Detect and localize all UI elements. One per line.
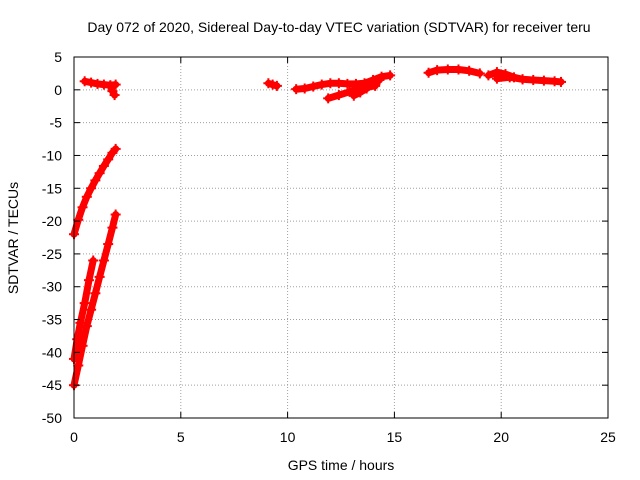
data-point [94,168,105,179]
y-tick-label: -35 [42,312,62,328]
data-point [107,222,118,233]
data-point [538,75,549,86]
data-point [316,79,327,90]
data-point [75,317,86,328]
x-tick-label: 5 [177,429,185,445]
x-tick-label: 25 [600,429,616,445]
data-point [325,78,336,89]
y-tick-label: -25 [42,246,62,262]
y-tick-label: 0 [54,82,62,98]
y-tick-label: -45 [42,377,62,393]
data-point [103,239,114,250]
data-point [110,143,121,154]
data-point [86,304,97,315]
data-point [77,340,88,351]
data-point [368,79,379,90]
series-trace [70,145,120,238]
data-point [333,90,344,101]
data-point [79,298,90,309]
x-tick-label: 0 [70,429,78,445]
data-point [308,81,319,92]
data-point [432,65,443,76]
data-point [491,73,502,84]
data-point [83,275,94,286]
x-axis-label: GPS time / hours [288,457,395,473]
data-point [504,72,515,83]
plot-frame [73,56,609,419]
data-point [348,90,359,101]
data-point [79,76,90,87]
data-point [98,255,109,266]
y-tick-label: -40 [42,344,62,360]
y-axis-label: SDTVAR / TECUs [5,182,21,294]
x-tick-label: 15 [387,429,403,445]
data-point [90,175,101,186]
data-point [474,68,485,79]
data-point [299,83,310,94]
data-point [528,74,539,85]
x-tick-label: 10 [280,429,296,445]
data-point [361,83,372,94]
data-point [385,70,396,81]
data-point [88,255,99,266]
data-point [333,78,344,89]
y-tick-label: -30 [42,279,62,295]
series-points [69,64,567,391]
data-point [86,77,97,88]
y-tick-label: -50 [42,410,62,426]
data-point [81,321,92,332]
data-point [73,214,84,225]
data-point [94,271,105,282]
data-point [323,93,334,104]
data-point [342,78,353,89]
data-point [556,76,567,87]
y-tick-label: -20 [42,213,62,229]
data-point [464,65,475,76]
y-tick-label: 5 [54,49,62,65]
data-point [110,209,121,220]
data-point [271,80,282,91]
data-point [291,84,302,95]
data-point [483,70,494,81]
grid [74,57,608,418]
data-point [517,74,528,85]
data-point [109,90,120,101]
data-point [77,202,88,213]
data-point [86,183,97,194]
data-point [90,288,101,299]
x-tick-label: 20 [493,429,509,445]
y-tick-label: -5 [50,115,63,131]
data-point [103,154,114,165]
data-point [98,160,109,171]
data-point [442,64,453,75]
data-point [423,67,434,78]
data-point [453,64,464,75]
series-trace [70,211,120,389]
data-point [81,191,92,202]
chart-title: Day 072 of 2020, Sidereal Day-to-day VTE… [87,19,590,35]
y-tick-label: -10 [42,147,62,163]
data-point [374,74,385,85]
data-point [105,80,116,91]
data-point [73,360,84,371]
data-point [355,87,366,98]
y-tick-label: -15 [42,180,62,196]
axis-ticks: 0 5 10 15 20 25 5 0 -5 -10 -15 -20 -25 -30 -35 -40 -45 -5… [42,49,616,445]
